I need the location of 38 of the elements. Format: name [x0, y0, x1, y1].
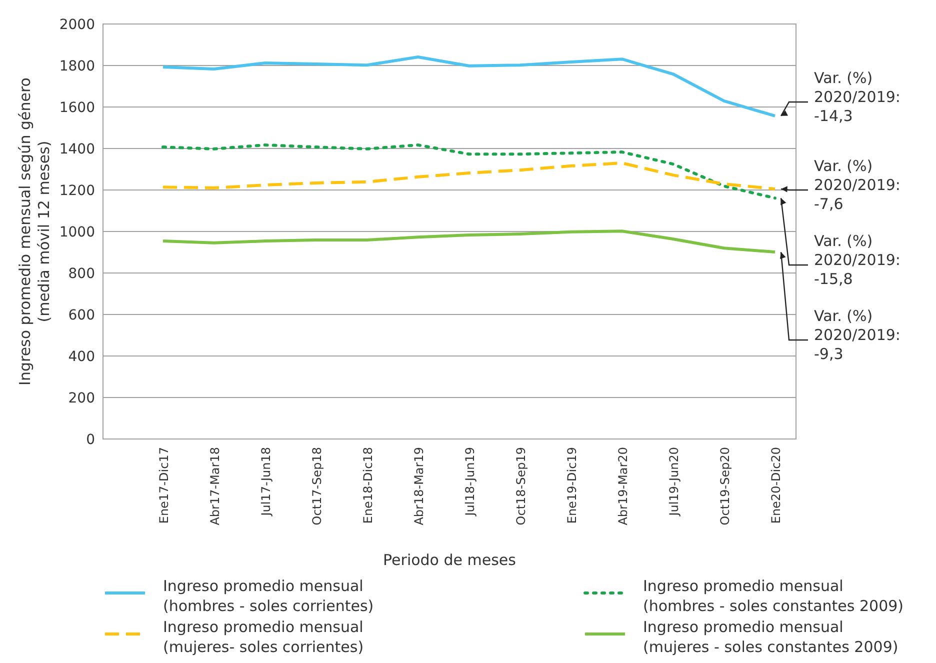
x-tick-label: Jul17-Jun18: [259, 447, 273, 517]
x-tick-label: Abr18-Mar19: [412, 447, 426, 526]
y-tick-label: 1400: [59, 141, 95, 158]
line-series: [162, 143, 776, 200]
y-tick-label: 200: [68, 390, 95, 406]
x-tick-label: Abr19-Mar20: [616, 447, 630, 526]
y-axis-title: Ingreso promedio mensual según género (media móvil 12 meses): [16, 78, 53, 386]
y-tick-label: 2000: [59, 16, 95, 33]
y-tick-label: 400: [68, 348, 95, 365]
x-tick-label: Oct19-Sep20: [718, 447, 732, 526]
annotation: Var. (%) 2020/2019: -9,3: [814, 307, 900, 363]
x-tick-label: Ene18-Dic18: [361, 447, 375, 524]
y-tick-label: 1200: [59, 182, 95, 199]
annotation: Var. (%) 2020/2019: -7,6: [814, 157, 900, 213]
y-tick-label: 1600: [59, 100, 95, 116]
legend-label: Ingreso promedio mensual (mujeres - soles constantes 2009): [643, 618, 898, 656]
x-tick-label: Jul19-Jun20: [667, 447, 681, 517]
y-tick-label: 600: [68, 307, 95, 324]
line-series: [162, 55, 776, 118]
x-tick-label: Jul18-Jun19: [463, 447, 477, 517]
annotation: Var. (%) 2020/2019: -14,3: [814, 69, 900, 125]
x-axis-title: Periodo de meses: [383, 551, 516, 569]
legend-label: Ingreso promedio mensual (mujeres- soles corrientes): [163, 618, 364, 656]
x-tick-label: Ene20-Dic20: [769, 447, 783, 524]
y-tick-label: 0: [86, 432, 95, 448]
x-tick-label: Abr17-Mar18: [208, 447, 222, 526]
x-tick-label: Ene17-Dic17: [157, 447, 171, 524]
y-tick-label: 1000: [59, 224, 95, 240]
line-series: [162, 230, 776, 254]
x-tick-label: Oct17-Sep18: [310, 447, 324, 526]
annotation: Var. (%) 2020/2019: -15,8: [814, 232, 900, 288]
legend-label: Ingreso promedio mensual (hombres - soles corrientes): [163, 577, 374, 615]
y-tick-label: 1800: [59, 58, 95, 74]
line-series: [162, 162, 776, 190]
legend-label: Ingreso promedio mensual (hombres - soles constantes 2009): [643, 577, 904, 615]
x-tick-label: Ene19-Dic19: [565, 447, 579, 524]
x-tick-label: Oct18-Sep19: [514, 447, 528, 526]
y-tick-label: 800: [68, 266, 95, 282]
